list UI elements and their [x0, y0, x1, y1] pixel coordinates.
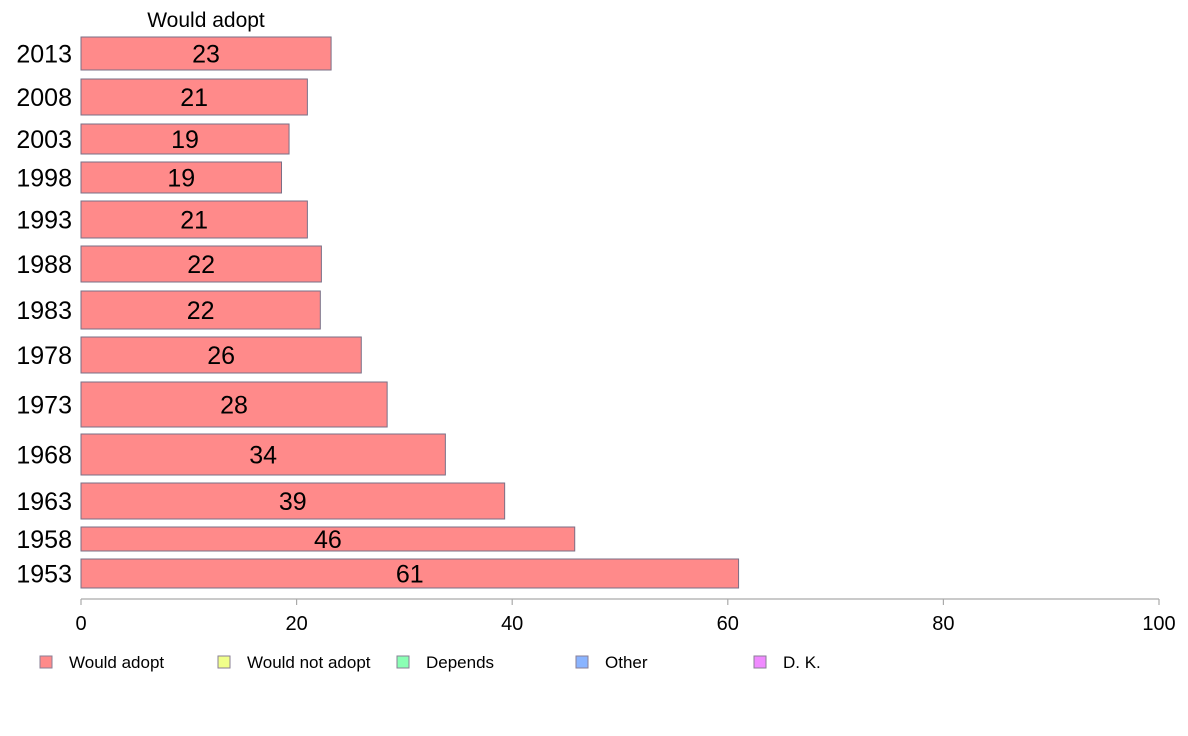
data-label-1978: 26 — [207, 342, 235, 370]
series-header: Would adopt — [147, 9, 265, 32]
data-label-1958: 46 — [314, 526, 342, 554]
x-tick-label-100: 100 — [1142, 613, 1175, 635]
legend-item-4: D. K. — [753, 653, 821, 672]
bar-row-1983: 22 1983 — [16, 290, 321, 330]
legend-label-2: Depends — [426, 653, 494, 672]
bar-1968 — [80, 433, 446, 476]
bar-1958 — [80, 526, 576, 552]
bar-1983 — [80, 290, 321, 330]
category-label-2003: 2003 — [16, 126, 72, 154]
data-label-1963: 39 — [279, 488, 307, 516]
bar-2013 — [80, 36, 332, 71]
x-tick-label-40: 40 — [501, 613, 523, 635]
bar-1953 — [80, 558, 740, 589]
data-label-1983: 22 — [187, 297, 215, 325]
category-label-1968: 1968 — [16, 442, 72, 470]
bar-1973 — [80, 381, 388, 428]
legend-swatch-1 — [217, 655, 231, 669]
legend-item-2: Depends — [396, 653, 494, 672]
data-label-1998: 19 — [167, 165, 195, 193]
category-label-1973: 1973 — [16, 392, 72, 420]
legend-swatch-2 — [396, 655, 410, 669]
data-label-2003: 19 — [171, 126, 199, 154]
bar-row-1973: 28 1973 — [16, 381, 388, 428]
category-label-1958: 1958 — [16, 526, 72, 554]
legend-item-0: Would adopt — [39, 653, 164, 672]
bar-row-1978: 26 1978 — [16, 336, 362, 374]
bar-row-1963: 39 1963 — [16, 482, 506, 520]
legend-label-1: Would not adopt — [247, 653, 371, 672]
category-label-2013: 2013 — [16, 41, 72, 69]
bar-row-2008: 21 2008 — [16, 78, 308, 116]
x-axis: 0 20 40 60 80 100 — [75, 598, 1176, 635]
category-label-1963: 1963 — [16, 488, 72, 516]
bar-1988 — [80, 245, 322, 283]
data-label-1953: 61 — [396, 561, 424, 589]
category-label-1978: 1978 — [16, 342, 72, 370]
bar-2003 — [80, 123, 290, 155]
category-label-1993: 1993 — [16, 207, 72, 235]
bar-1963 — [80, 482, 506, 520]
data-label-1988: 22 — [187, 251, 215, 279]
bar-row-1968: 34 1968 — [16, 433, 446, 476]
data-label-1973: 28 — [220, 392, 248, 420]
legend: Would adopt Would not adopt Depends Other D.… — [39, 653, 821, 672]
category-label-1998: 1998 — [16, 165, 72, 193]
category-label-1983: 1983 — [16, 297, 72, 325]
legend-swatch-3 — [575, 655, 589, 669]
bar-1978 — [80, 336, 362, 374]
data-label-1968: 34 — [249, 442, 277, 470]
legend-label-0: Would adopt — [69, 653, 164, 672]
bars-group: 23 2013 21 2008 19 2003 19 1998 21 1993 22 1988 22 19… — [16, 36, 740, 589]
bar-row-1953: 61 1953 — [16, 558, 740, 589]
data-label-1993: 21 — [180, 207, 208, 235]
bar-row-2013: 23 2013 — [16, 36, 332, 71]
bar-2008 — [80, 78, 308, 116]
legend-label-3: Other — [605, 653, 648, 672]
x-tick-label-0: 0 — [75, 613, 86, 635]
legend-label-4: D. K. — [783, 653, 821, 672]
bar-row-2003: 19 2003 — [16, 123, 290, 155]
bar-row-1988: 22 1988 — [16, 245, 322, 283]
legend-swatch-4 — [753, 655, 767, 669]
legend-item-3: Other — [575, 653, 648, 672]
legend-item-1: Would not adopt — [217, 653, 371, 672]
bar-row-1958: 46 1958 — [16, 526, 576, 554]
x-tick-label-20: 20 — [285, 613, 307, 635]
data-label-2008: 21 — [180, 84, 208, 112]
x-tick-label-80: 80 — [932, 613, 954, 635]
bar-row-1998: 19 1998 — [16, 161, 283, 194]
data-label-2013: 23 — [192, 41, 220, 69]
category-label-1953: 1953 — [16, 561, 72, 589]
bar-row-1993: 21 1993 — [16, 200, 308, 239]
legend-swatch-0 — [39, 655, 53, 669]
category-label-2008: 2008 — [16, 84, 72, 112]
bar-1998 — [80, 161, 283, 194]
category-label-1988: 1988 — [16, 251, 72, 279]
bar-1993 — [80, 200, 308, 239]
x-tick-label-60: 60 — [717, 613, 739, 635]
